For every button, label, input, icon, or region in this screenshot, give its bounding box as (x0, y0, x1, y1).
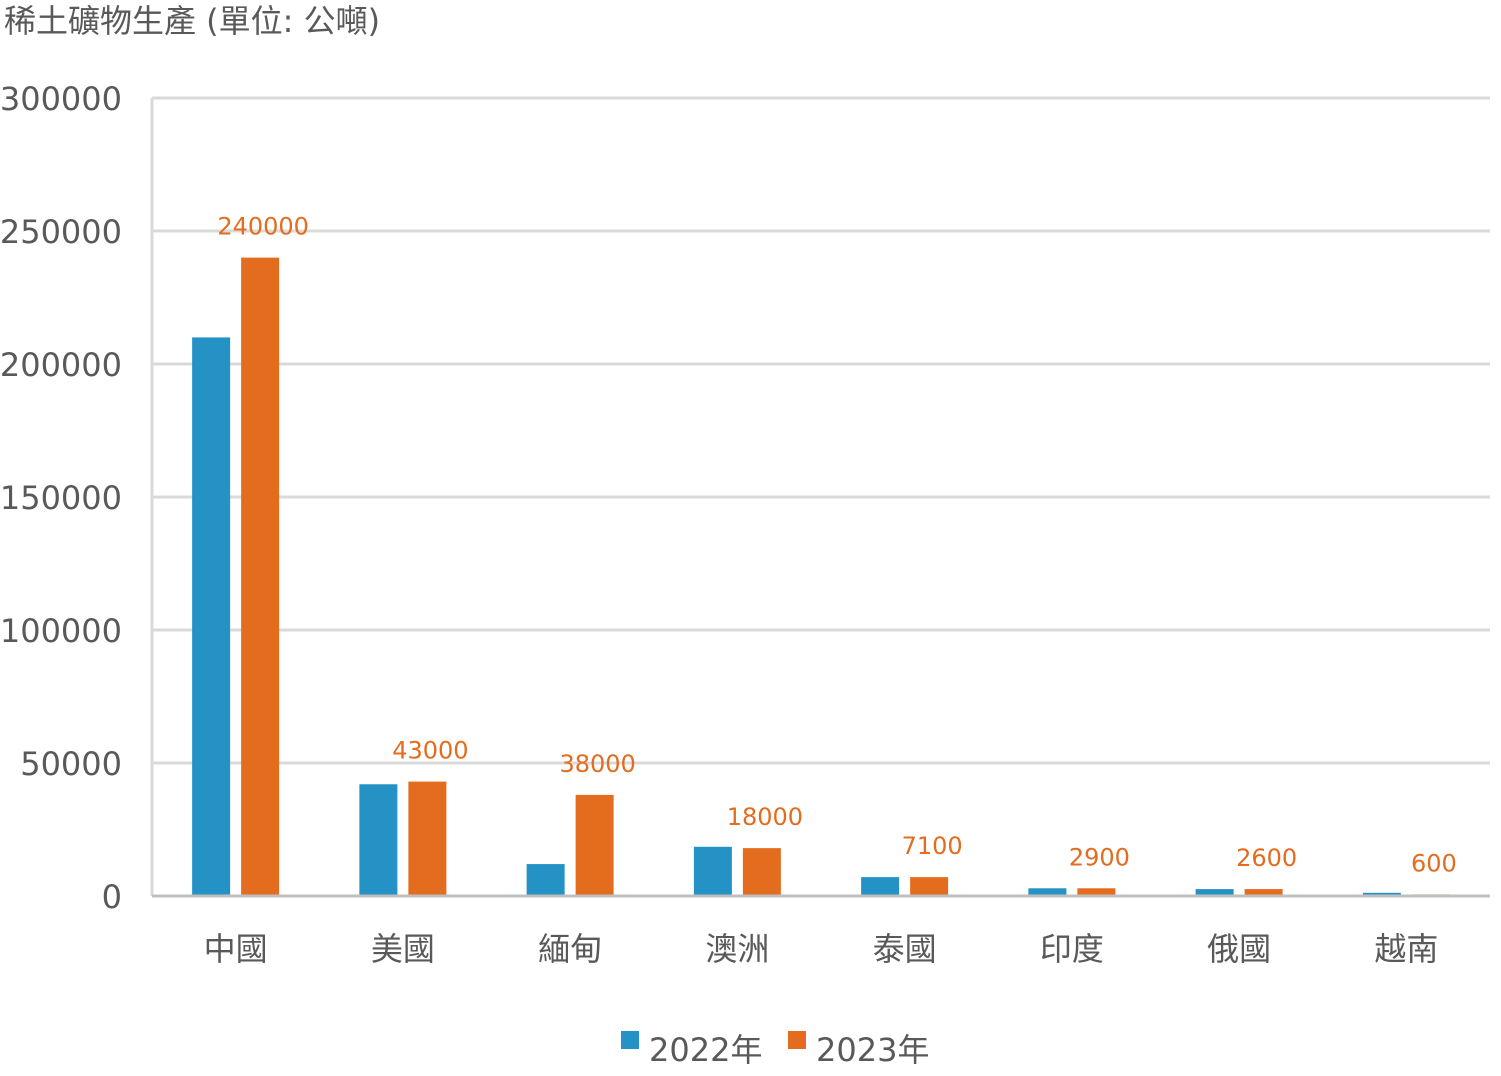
bar-series-2 (575, 794, 614, 896)
x-axis-tick-labels: 中國 美國 緬甸 澳洲 泰國 印度 俄國 越南 (204, 930, 1439, 968)
y-tick-label: 200000 (0, 346, 122, 384)
x-tick-label: 泰國 (873, 930, 937, 968)
bar-series-2 (742, 848, 781, 896)
y-tick-label: 300000 (0, 80, 122, 118)
x-tick-label: 澳洲 (705, 930, 769, 968)
bar-series-1 (1195, 889, 1234, 896)
y-tick-label: 250000 (0, 213, 122, 251)
legend-swatch (621, 1031, 639, 1049)
legend: 2022年 2023年 (621, 1031, 929, 1069)
axes (150, 98, 1490, 898)
data-label: 2900 (1069, 843, 1130, 871)
data-label: 18000 (727, 803, 803, 831)
bar-series-1 (1362, 892, 1401, 896)
data-label: 600 (1411, 849, 1457, 877)
bar-series-1 (1028, 888, 1067, 896)
bar-series-2 (408, 781, 447, 896)
bar-series-1 (861, 877, 900, 896)
legend-label: 2022年 (649, 1031, 762, 1069)
y-axis-tick-labels: 0 50000 100000 150000 200000 250000 300000 (0, 80, 122, 916)
y-tick-label: 100000 (0, 612, 122, 650)
bar-series-1 (359, 784, 398, 896)
y-tick-label: 150000 (0, 479, 122, 517)
x-tick-label: 中國 (204, 930, 268, 968)
x-tick-label: 越南 (1374, 930, 1438, 968)
data-label: 7100 (902, 832, 963, 860)
legend-label: 2023年 (816, 1031, 929, 1069)
data-label: 43000 (392, 737, 468, 765)
gridlines (152, 96, 1490, 765)
bar-series-2 (1077, 888, 1116, 896)
bar-series-2 (910, 877, 949, 896)
data-label: 2600 (1236, 844, 1297, 872)
y-tick-label: 50000 (20, 745, 122, 783)
x-tick-label: 印度 (1040, 930, 1104, 968)
data-label: 240000 (217, 213, 309, 241)
x-tick-label: 美國 (371, 930, 435, 968)
legend-swatch (788, 1031, 806, 1049)
chart-title: 稀土礦物生產 (單位: 公噸) (4, 2, 381, 40)
bars (192, 257, 1450, 897)
bar-series-2 (241, 257, 280, 897)
y-tick-label: 0 (102, 878, 122, 916)
bar-series-1 (192, 337, 231, 896)
data-labels: 240000 43000 38000 18000 7100 2900 2600 600 (217, 213, 1456, 878)
bar-series-2 (1244, 889, 1283, 896)
x-tick-label: 緬甸 (538, 930, 602, 968)
data-label: 38000 (559, 750, 635, 778)
x-tick-label: 俄國 (1207, 930, 1271, 968)
bar-series-1 (526, 864, 565, 896)
bar-series-1 (693, 846, 732, 896)
